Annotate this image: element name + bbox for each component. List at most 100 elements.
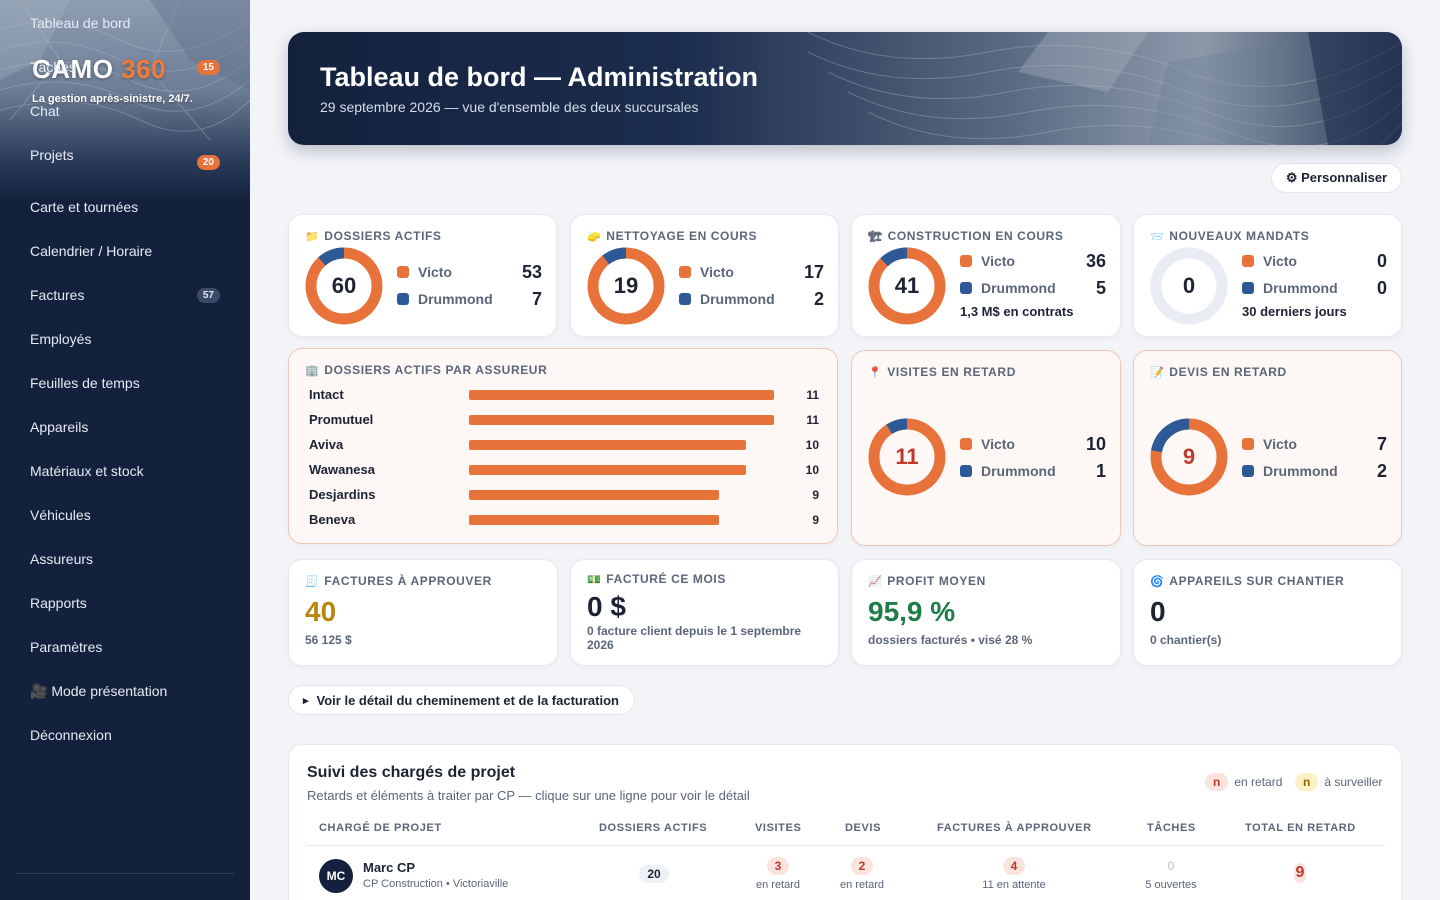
kpi-facture-mois-card[interactable]: 💵 FACTURÉ CE MOIS 0 $ 0 facture client de…	[570, 559, 839, 666]
table-header-divider	[307, 845, 1385, 846]
insurer-label: Beneva	[309, 512, 356, 527]
sidebar-item-devices[interactable]: Appareils	[30, 415, 220, 439]
sidebar-item-employees[interactable]: Employés	[30, 327, 220, 351]
folder-icon: 📁	[305, 230, 320, 243]
insurer-bar	[469, 440, 747, 450]
legend-label: Victo	[418, 264, 452, 280]
donut-total: 11	[895, 444, 919, 469]
col-header-taches[interactable]: TÂCHES	[1147, 822, 1196, 834]
visites-card[interactable]: 📍 VISITES EN RETARD 11 Victo 10 Drummond 1	[851, 350, 1121, 546]
sidebar-item-invoices[interactable]: Factures 57	[30, 283, 220, 307]
insurer-value: 11	[806, 388, 819, 402]
legend-drummond: Drummond	[960, 280, 1056, 296]
col-header-factures[interactable]: FACTURES À APPROUVER	[937, 822, 1092, 834]
kpi-sub: dossiers facturés • visé 28 %	[868, 633, 1033, 647]
col-header-devis[interactable]: DEVIS	[845, 822, 882, 834]
brand-logo[interactable]: CAMO 360	[32, 54, 167, 84]
legend-victo: Victo	[1242, 253, 1297, 269]
legend-swatch	[679, 266, 691, 278]
taches-pill: 0	[1167, 859, 1175, 873]
sidebar-item-label: Projets	[30, 147, 74, 163]
sidebar-item-insurers[interactable]: Assureurs	[30, 547, 220, 571]
sidebar-item-settings[interactable]: Paramètres	[30, 635, 220, 659]
legend-label: Victo	[981, 436, 1015, 452]
dossiers-card[interactable]: 📁 DOSSIERS ACTIFS 60 Victo 53 Drummond 7	[288, 214, 557, 337]
sidebar-item-materials[interactable]: Matériaux et stock	[30, 459, 220, 483]
donut-chart	[1150, 247, 1228, 325]
sidebar-item-vehicles[interactable]: Véhicules	[30, 503, 220, 527]
detail-toggle-button[interactable]: ▸ Voir le détail du cheminement et de la…	[288, 685, 635, 715]
insurer-bar	[469, 490, 719, 500]
legend-value-drummond: 1	[1095, 461, 1106, 481]
legend-swatch	[960, 438, 972, 450]
legend-swatch	[960, 255, 972, 267]
construction-card[interactable]: 🏗 CONSTRUCTION EN COURS 41 Victo 36 Drummon…	[851, 214, 1121, 337]
insurer-bar	[469, 465, 747, 475]
legend-victo: Victo	[1242, 436, 1297, 452]
insurer-value: 11	[806, 413, 819, 427]
legend-swatch	[1242, 255, 1254, 267]
kpi-appareils-card[interactable]: 🌀 APPAREILS SUR CHANTIER 0 0 chantier(s)	[1133, 559, 1402, 666]
sidebar-item-label: Paramètres	[30, 639, 103, 655]
cell-factures: 4 11 en attente	[954, 857, 1074, 891]
sidebar-hero-image	[0, 0, 250, 200]
col-header-dossiers[interactable]: DOSSIERS ACTIFS	[599, 822, 708, 834]
sponge-icon: 🧽	[587, 230, 602, 243]
col-header-pm[interactable]: CHARGÉ DE PROJET	[319, 822, 442, 834]
total-late-value: 9	[1293, 863, 1307, 883]
page-subtitle: 29 septembre 2026 — vue d'ensemble des d…	[320, 99, 699, 115]
card-title: 🧽 NETTOYAGE EN COURS	[587, 229, 758, 243]
legend-value-drummond: 5	[1095, 278, 1106, 298]
legend-value-drummond: 2	[1376, 461, 1387, 481]
sidebar-item-dashboard[interactable]: Tableau de bord	[30, 11, 220, 35]
sidebar-item-presentation[interactable]: 🎥 Mode présentation	[30, 679, 220, 703]
legend-drummond: Drummond	[1242, 280, 1338, 296]
fan-icon: 🌀	[1150, 575, 1165, 588]
legend-value-drummond: 0	[1376, 278, 1387, 298]
nettoyage-card[interactable]: 🧽 NETTOYAGE EN COURS 19 Victo 17 Drummond 2	[570, 214, 839, 337]
sidebar-item-reports[interactable]: Rapports	[30, 591, 220, 615]
sidebar-item-projects[interactable]: Projets 20	[30, 143, 220, 170]
sidebar-item-label: Feuilles de temps	[30, 375, 140, 391]
card-title: 📝 DEVIS EN RETARD	[1150, 365, 1287, 379]
kpi-factures-card[interactable]: 🧾 FACTURES À APPROUVER 40 56 125 $	[288, 559, 558, 666]
pm-name: Marc CP	[363, 860, 416, 875]
visites-pill: 3	[766, 857, 790, 875]
col-header-total[interactable]: TOTAL EN RETARD	[1245, 822, 1356, 834]
insurer-label: Promutuel	[309, 412, 374, 427]
devis-pill: 2	[850, 857, 874, 875]
main-content: Tableau de bord — Administration 29 sept…	[250, 0, 1440, 900]
legend-label: Drummond	[981, 280, 1056, 296]
kpi-sub: 0 facture client depuis le 1 septembre 2…	[587, 624, 802, 652]
customize-button[interactable]: ⚙ Personnaliser	[1271, 163, 1402, 193]
sidebar-item-label: Factures	[30, 287, 85, 303]
legend-swatch	[1242, 465, 1254, 477]
donut-chart	[868, 418, 946, 496]
sidebar-item-tasks[interactable]: Tâches 15	[30, 55, 220, 79]
donut-total: 9	[1182, 444, 1196, 469]
insurer-bar	[469, 515, 719, 525]
sidebar-item-label: Carte et tournées	[30, 199, 139, 215]
sidebar-item-map[interactable]: Carte et tournées	[30, 195, 220, 219]
mandats-card[interactable]: 📨 NOUVEAUX MANDATS 0 Victo 0 Drummond 0 30 de…	[1133, 214, 1402, 337]
pm-tracking-card: Suivi des chargés de projet Retards et é…	[288, 744, 1402, 900]
kpi-title: 🧾 FACTURES À APPROUVER	[305, 574, 492, 588]
devis-card[interactable]: 📝 DEVIS EN RETARD 9 Victo 7 Drummond 2	[1133, 350, 1402, 546]
legend-label: Drummond	[981, 463, 1056, 479]
sidebar-item-chat[interactable]: Chat	[30, 99, 220, 123]
donut-total: 0	[1182, 273, 1196, 298]
sidebar-item-logout[interactable]: Déconnexion	[30, 723, 220, 747]
cell-taches: 0 5 ouvertes	[1121, 857, 1221, 891]
col-header-visites[interactable]: VISITES	[755, 822, 802, 834]
pm-tracking-title: Suivi des chargés de projet	[307, 764, 516, 781]
insurer-value: 9	[812, 513, 819, 527]
visites-sub: en retard	[755, 879, 801, 891]
legend-swatch	[397, 266, 409, 278]
kpi-profit-card[interactable]: 📈 PROFIT MOYEN 95,9 % dossiers facturés •…	[851, 559, 1121, 666]
card-title: 📨 NOUVEAUX MANDATS	[1150, 229, 1310, 243]
taches-sub: 5 ouvertes	[1145, 879, 1197, 891]
sidebar-item-timesheets[interactable]: Feuilles de temps	[30, 371, 220, 395]
sidebar-item-calendar[interactable]: Calendrier / Horaire	[30, 239, 220, 263]
kpi-value: 95,9 %	[868, 596, 956, 627]
page-header: Tableau de bord — Administration 29 sept…	[288, 32, 1402, 145]
